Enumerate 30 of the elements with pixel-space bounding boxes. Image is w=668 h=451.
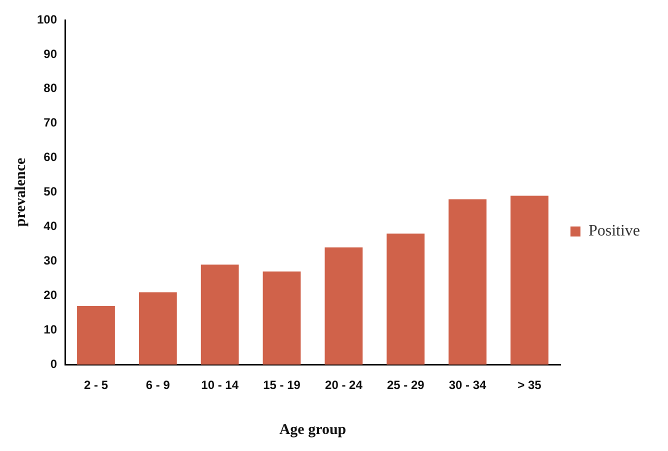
bar — [324, 247, 363, 365]
y-tick-label: 90 — [44, 46, 58, 61]
x-tick-label: 6 - 9 — [146, 378, 170, 392]
x-tick-label: 30 - 34 — [448, 378, 487, 392]
y-tick-label: 60 — [44, 150, 58, 164]
y-tick-label: 100 — [36, 12, 58, 26]
y-tick-label: 20 — [44, 288, 58, 302]
x-tick-label: 25 - 29 — [386, 378, 425, 392]
bar — [77, 306, 115, 365]
y-tick-label: 80 — [44, 81, 58, 96]
x-tick-label: > 35 — [518, 378, 542, 392]
y-axis-title: prevalence — [12, 158, 29, 227]
legend-label: Positive — [588, 222, 640, 240]
bar — [262, 272, 301, 365]
y-tick-label: 10 — [44, 322, 58, 336]
y-tick-label: 50 — [44, 184, 58, 199]
bar — [386, 234, 425, 365]
bar — [510, 196, 548, 365]
x-tick-label: 2 - 5 — [84, 378, 108, 392]
x-tick-label: 20 - 24 — [325, 378, 363, 392]
x-tick-label: 15 - 19 — [263, 378, 301, 392]
y-tick-label: 40 — [44, 219, 58, 234]
y-tick-label: 0 — [50, 356, 58, 371]
y-tick-label: 70 — [44, 116, 58, 130]
bar — [138, 292, 177, 365]
x-axis-title: Age group — [279, 422, 346, 438]
bar — [200, 264, 239, 365]
y-tick-label: 30 — [44, 254, 58, 268]
bar — [448, 199, 486, 365]
x-tick-label: 10 - 14 — [201, 378, 239, 392]
